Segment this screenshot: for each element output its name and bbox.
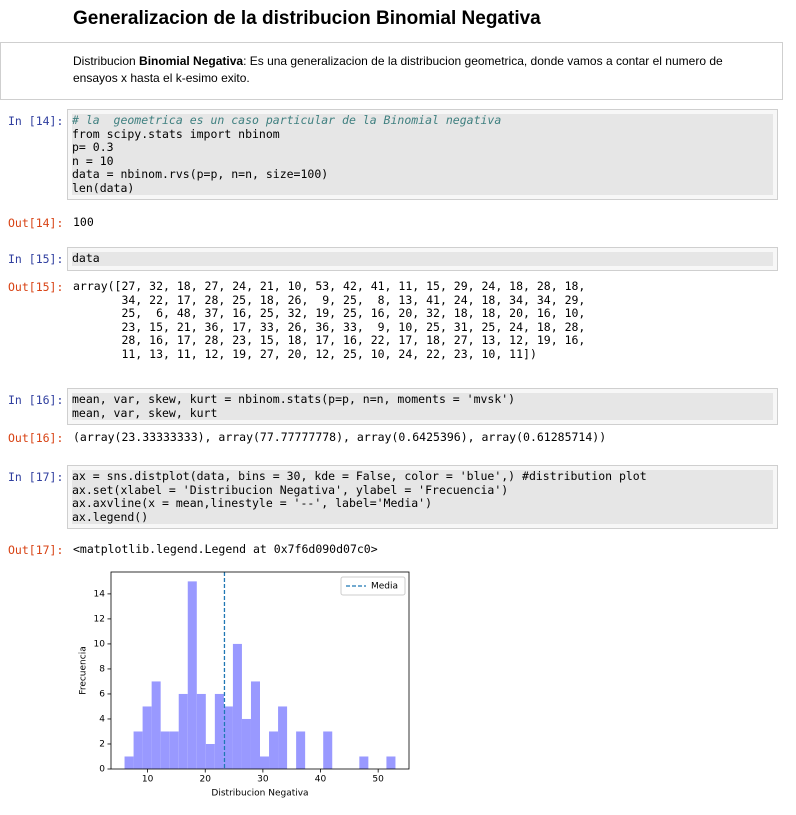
y-tick-label: 8 [99,664,105,674]
output-area: <matplotlib.legend.Legend at 0x7f6d090d0… [73,542,378,557]
output-line: 25, 6, 48, 37, 16, 25, 32, 19, 25, 16, 2… [73,306,586,320]
y-tick-label: 4 [99,714,105,724]
output-line: <matplotlib.legend.Legend at 0x7f6d090d0… [73,542,378,556]
output-line: 34, 22, 17, 28, 25, 18, 26, 9, 25, 8, 13… [73,292,586,307]
output-line: 28, 16, 17, 28, 23, 15, 18, 17, 16, 22, … [73,333,586,347]
chart: 10 20 30 40 50 0 2 4 6 8 10 12 14 Distribucion Negati… [79,571,410,799]
code-line: len(data) [72,180,135,195]
x-axis-label: Distribucion Negativa [211,789,308,799]
out-prompt: Out[14]: [8,216,64,230]
x-tick-label: 10 [142,775,154,785]
output-line: 23, 15, 21, 36, 17, 33, 26, 36, 33, 9, 1… [73,319,586,334]
in-prompt: In [15]: [8,252,64,266]
in-prompt: In [14]: [8,114,64,128]
heading: Generalizacion de la distribucion Binomi… [73,8,541,29]
code-line: ax = sns.distplot(data, bins = 30, kde =… [72,469,647,483]
bar [296,731,306,769]
bar [196,693,206,769]
out-prompt: Out[16]: [8,431,64,445]
out-prompt: Out[17]: [8,543,64,557]
output-area: 100 [73,215,94,230]
output-line: 11, 13, 11, 12, 19, 27, 20, 12, 25, 10, … [73,346,537,361]
out-prompt: Out[15]: [8,280,64,294]
code-cell[interactable]: # la geometrica es un caso particular de… [67,109,778,200]
code-line: data [72,251,100,265]
bar [214,693,224,769]
code-line: mean, var, skew, kurt [72,405,218,420]
bar [260,756,270,769]
bar [178,693,188,769]
bar [278,706,288,769]
bar [160,731,170,769]
y-tick-label: 14 [94,589,106,599]
code-line: data = nbinom.rvs(p=p, n=n, size=100) [72,167,329,181]
bar [359,756,369,769]
bar [124,756,134,769]
x-tick-label: 30 [257,775,269,785]
code-area[interactable]: # la geometrica es un caso particular de… [72,113,773,195]
code-cell[interactable]: ax = sns.distplot(data, bins = 30, kde =… [67,465,778,529]
bar [250,681,260,769]
text: Distribucion [73,54,140,68]
y-tick-label: 12 [94,614,105,624]
bar [386,756,396,769]
bar [241,718,251,769]
in-prompt: In [16]: [8,393,64,407]
y-tick-label: 6 [99,689,105,699]
legend-box [340,576,406,596]
bar [269,731,279,769]
bar [223,706,233,769]
code-area[interactable]: ax = sns.distplot(data, bins = 30, kde =… [72,469,773,524]
x-tick-label: 40 [315,775,327,785]
bar [205,743,215,769]
code-cell[interactable]: data [67,247,778,271]
bar [142,706,152,769]
output-line: (array(23.33333333), array(77.77777778),… [73,430,607,444]
bar [151,681,161,769]
output-area: array([27, 32, 18, 27, 24, 21, 10, 53, 4… [73,279,586,361]
in-prompt: In [17]: [8,470,64,484]
bar [133,731,143,769]
y-axis-label: Frecuencia [79,646,89,694]
markdown-cell[interactable]: Distribucion Binomial Negativa: Es una g… [0,42,783,100]
code-line: ax.set(xlabel = 'Distribucion Negativa',… [72,482,509,497]
bar [187,581,197,769]
code-line: p= 0.3 [72,140,114,154]
bold-text: Binomial Negativa [139,54,244,68]
code-line: n = 10 [72,153,114,168]
output-line: 100 [73,215,94,229]
x-tick-label: 50 [372,775,384,785]
y-tick-label: 0 [99,765,105,775]
bar [323,731,333,769]
code-cell[interactable]: mean, var, skew, kurt = nbinom.stats(p=p… [67,388,778,425]
y-tick-label: 2 [99,739,105,749]
x-tick-label: 20 [200,775,212,785]
code-line: # la geometrica es un caso particular de… [72,113,502,127]
output-area: (array(23.33333333), array(77.77777778),… [73,430,607,445]
text: : Es una generalizacion de la distribuci… [73,54,723,85]
code-area[interactable]: data [72,251,773,266]
code-line: mean, var, skew, kurt = nbinom.stats(p=p… [72,392,516,406]
legend-label: Media [371,582,398,592]
bar [169,731,179,769]
code-line: from scipy.stats import nbinom [72,126,280,141]
code-area[interactable]: mean, var, skew, kurt = nbinom.stats(p=p… [72,392,773,420]
bar [232,643,242,769]
code-line: ax.axvline(x = mean,linestyle = '--', la… [72,496,433,510]
output-line: array([27, 32, 18, 27, 24, 21, 10, 53, 4… [73,279,586,293]
y-tick-label: 10 [94,639,106,649]
axes-frame [110,571,410,770]
markdown-text: Distribucion Binomial Negativa: Es una g… [73,53,763,87]
code-line: ax.legend() [72,509,149,524]
